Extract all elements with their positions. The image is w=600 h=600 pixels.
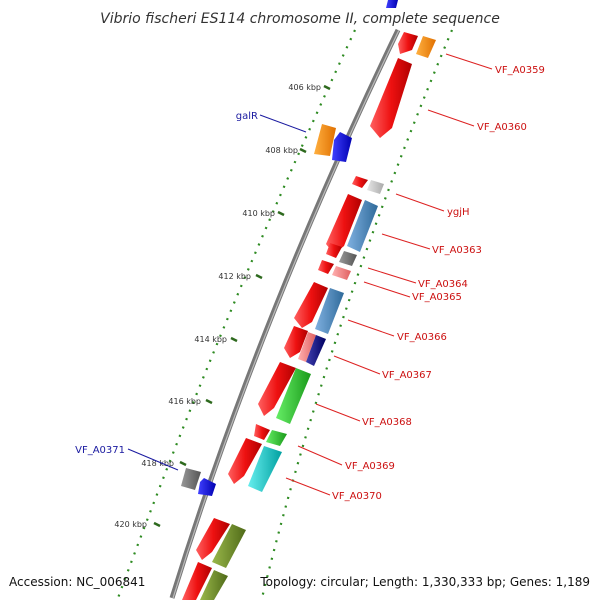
inner-dotted-track [260,29,454,599]
feature-gray-VF_A0371[interactable] [181,468,201,490]
gene-labels: VF_A0359 VF_A0360 galR ygjH VF_A0363 VF_… [75,65,545,502]
feature-cyan-VF_A0370[interactable] [248,446,282,492]
gene-label-VF_A0364[interactable]: VF_A0364 [418,279,468,290]
forward-leader-lines [285,53,493,496]
cds-VF_A0366-neighbor[interactable] [294,282,328,328]
reverse-feature-blocks [181,124,352,496]
cds-VF_A0368-neighbor[interactable] [258,362,296,416]
feature-steel-VF_A0363[interactable] [347,200,378,252]
forward-feature-blocks [200,36,436,600]
cds-VF_A0363-neighbor[interactable] [326,194,362,254]
cds-VF_A0367-neighbor[interactable] [284,326,308,358]
cds-small-2[interactable] [326,243,342,258]
gene-label-VF_A0366[interactable]: VF_A0366 [397,332,447,343]
gene-label-VF_A0360[interactable]: VF_A0360 [477,122,527,133]
cds-VF_A0359[interactable] [398,32,418,54]
cds-small-1[interactable] [352,176,368,188]
gene-label-VF_A0363[interactable]: VF_A0363 [432,245,482,256]
gene-label-ygjH[interactable]: ygjH [447,207,470,218]
feature-navy-VF_A0367b[interactable] [306,335,326,366]
tick-label-420: 420 kbp [114,520,147,529]
feature-green-VF_A0369[interactable] [266,430,287,446]
gene-feature-top[interactable] [386,0,398,8]
cds-VF_A0360[interactable] [370,58,412,138]
tick-label-410: 410 kbp [242,209,275,218]
feature-orange-galR[interactable] [314,124,336,156]
cds-VF_A0370-neighbor[interactable] [228,438,262,484]
feature-blue-galR[interactable] [332,132,352,162]
feature-steel-VF_A0366[interactable] [315,288,344,334]
gene-label-VF_A0365[interactable]: VF_A0365 [412,292,462,303]
tick-label-406: 406 kbp [288,83,321,92]
tick-marks [153,84,331,528]
chromosome-backbone [169,28,401,599]
topology-summary-text: Topology: circular; Length: 1,330,333 bp… [259,575,590,589]
tick-label-412: 412 kbp [218,272,251,281]
tick-label-418: 418 kbp [141,459,174,468]
feature-orange-VF_A0359[interactable] [416,36,436,58]
gene-label-VF_A0370[interactable]: VF_A0370 [332,491,382,502]
tick-labels: 406 kbp 408 kbp 410 kbp 412 kbp 414 kbp … [114,83,321,529]
feature-gray-ygjH[interactable] [367,180,384,194]
gene-label-VF_A0367[interactable]: VF_A0367 [382,370,432,381]
outer-dotted-track [116,29,356,599]
tick-label-414: 414 kbp [194,335,227,344]
tick-label-408: 408 kbp [265,146,298,155]
gene-label-VF_A0371[interactable]: VF_A0371 [75,445,125,456]
gene-label-VF_A0359[interactable]: VF_A0359 [495,65,545,76]
forward-cds-track [182,32,418,600]
cds-bottom-1[interactable] [196,518,230,560]
feature-olive-bottom-2[interactable] [200,570,228,600]
cds-bottom-2[interactable] [182,562,212,600]
feature-gray-VF_A0364[interactable] [339,251,357,266]
cds-small-3[interactable] [318,260,334,274]
feature-olive-bottom-1[interactable] [212,524,246,568]
feature-pink-VF_A0365[interactable] [332,266,351,280]
feature-green-VF_A0368[interactable] [276,368,311,424]
tick-label-416: 416 kbp [168,397,201,406]
gene-label-VF_A0368[interactable]: VF_A0368 [362,417,412,428]
cds-small-4[interactable] [254,424,270,440]
map-title: Vibrio fischeri ES114 chromosome II, com… [100,11,500,27]
gene-label-VF_A0369[interactable]: VF_A0369 [345,461,395,472]
feature-blue-VF_A0371[interactable] [198,478,216,496]
gene-label-galR[interactable]: galR [236,111,258,122]
feature-pink-VF_A0367a[interactable] [298,332,316,362]
accession-text: Accession: NC_006841 [9,575,145,589]
reverse-leader-lines [127,114,307,471]
